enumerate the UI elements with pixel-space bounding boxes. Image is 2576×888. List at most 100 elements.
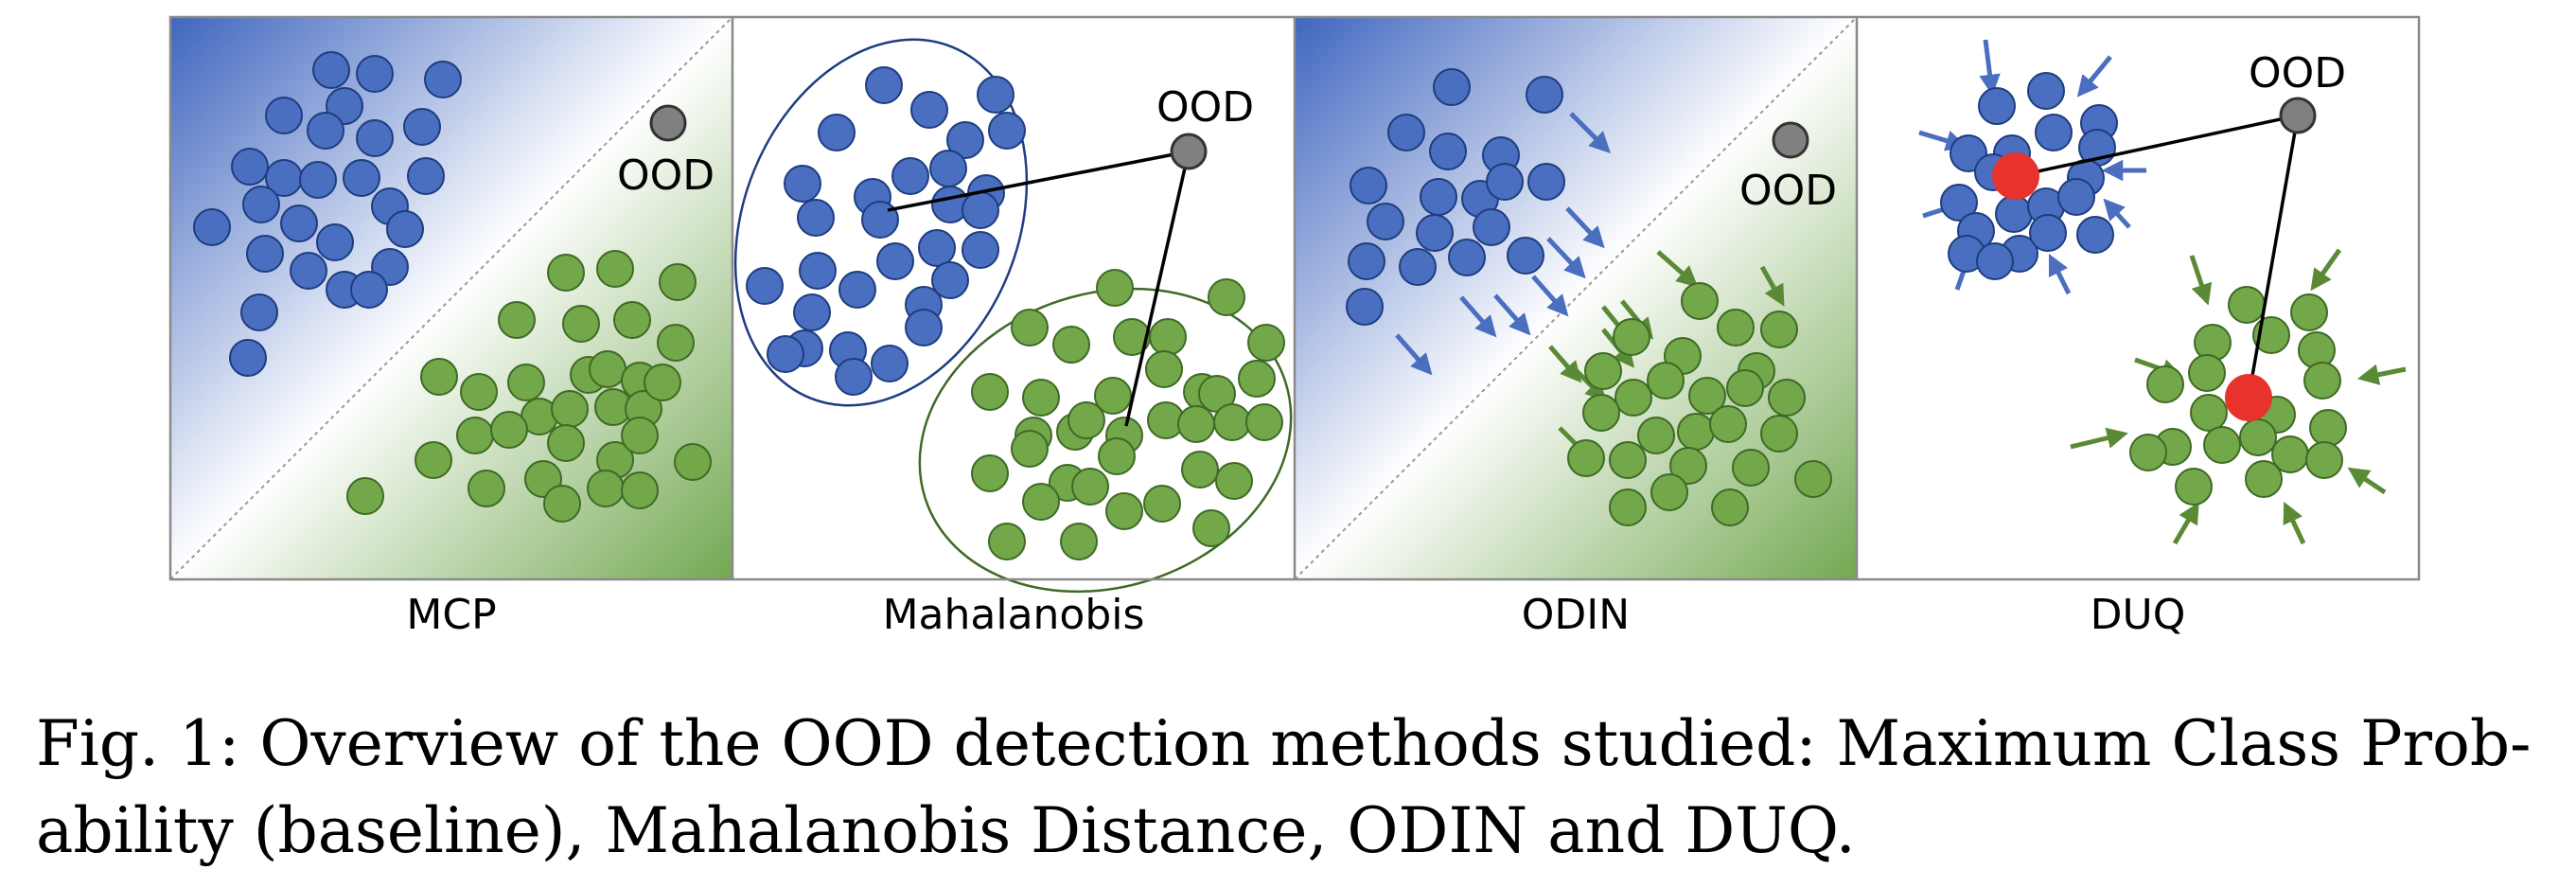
- duq-blue-cluster: [1940, 72, 2118, 280]
- panel-duq: OOD: [1857, 17, 2419, 579]
- data-point: [977, 76, 1015, 114]
- data-point: [547, 254, 585, 292]
- data-point: [415, 441, 452, 479]
- data-point: [1350, 167, 1387, 204]
- data-point: [1681, 282, 1719, 320]
- data-point: [2245, 460, 2283, 498]
- data-point: [871, 345, 909, 382]
- data-point: [971, 454, 1009, 492]
- arrow: [1493, 293, 1531, 336]
- data-point: [1647, 362, 1685, 400]
- data-point: [2305, 441, 2343, 479]
- arrow: [1979, 39, 2001, 97]
- arrow: [1918, 130, 1967, 151]
- arrow: [1548, 345, 1582, 383]
- panel-mahalanobis: OOD: [732, 17, 1295, 594]
- data-point: [746, 267, 784, 305]
- data-point: [1060, 523, 1098, 560]
- data-point: [1709, 405, 1747, 443]
- data-point: [793, 293, 831, 331]
- figure-caption: Fig. 1: Overview of the OOD detection me…: [36, 701, 2544, 875]
- data-point: [797, 199, 835, 237]
- data-point: [1348, 242, 1385, 280]
- data-point: [644, 364, 681, 401]
- data-point: [589, 350, 626, 388]
- data-point: [1527, 163, 1565, 201]
- data-point: [1669, 447, 1707, 485]
- data-point: [229, 339, 267, 377]
- data-point: [316, 223, 354, 261]
- data-point: [1794, 460, 1832, 498]
- data-point: [407, 157, 445, 195]
- arrow: [1546, 237, 1586, 279]
- odin-perturbation-arrows: [1395, 112, 1785, 464]
- data-point: [424, 61, 462, 98]
- data-point: [343, 159, 380, 197]
- data-point: [231, 148, 269, 186]
- data-point: [507, 364, 545, 401]
- data-point: [2228, 286, 2266, 324]
- data-point: [1976, 242, 2014, 280]
- data-point: [1609, 488, 1647, 526]
- data-point: [988, 112, 1026, 150]
- data-point: [290, 252, 327, 290]
- data-point: [1717, 309, 1755, 346]
- data-point: [420, 358, 458, 396]
- data-point: [543, 485, 581, 523]
- data-point: [2076, 216, 2114, 254]
- mcp-green-cluster: [346, 250, 712, 523]
- data-point: [547, 424, 585, 462]
- data-point: [1067, 401, 1105, 439]
- odin-blue-cluster: [1346, 68, 1565, 326]
- data-point: [1760, 311, 1798, 348]
- data-point: [1416, 214, 1454, 252]
- data-point: [865, 66, 903, 104]
- data-point: [1071, 468, 1109, 506]
- data-point: [861, 201, 899, 239]
- data-point: [799, 252, 837, 290]
- arrow: [2076, 55, 2112, 98]
- data-point: [265, 97, 303, 134]
- data-point: [1247, 324, 1285, 362]
- data-point: [2203, 426, 2241, 464]
- data-point: [246, 235, 284, 273]
- distance-line-blue: [887, 150, 1190, 212]
- data-point: [1688, 377, 1726, 415]
- data-point: [1486, 163, 1524, 201]
- data-point: [356, 55, 394, 93]
- arrow: [2172, 502, 2199, 545]
- data-point: [587, 470, 625, 507]
- data-point: [1208, 278, 1245, 316]
- data-point: [498, 301, 536, 339]
- data-point: [468, 470, 505, 507]
- arrow: [2189, 255, 2213, 306]
- mcp-ood-label: OOD: [617, 151, 715, 200]
- data-point: [876, 242, 914, 280]
- arrow: [1569, 112, 1611, 153]
- data-point: [659, 263, 697, 301]
- data-point: [2303, 362, 2341, 400]
- data-point: [1399, 248, 1437, 286]
- data-point: [818, 114, 856, 151]
- data-point: [193, 208, 231, 246]
- arrow: [1656, 250, 1699, 288]
- data-point: [2290, 293, 2328, 331]
- mcp-ood-point: [649, 104, 687, 142]
- data-point: [1177, 405, 1215, 443]
- data-point: [1011, 309, 1049, 346]
- data-point: [1145, 350, 1183, 388]
- data-point: [929, 150, 967, 187]
- distance-line-green: [1124, 151, 1191, 427]
- data-point: [621, 417, 659, 454]
- arrow: [2356, 364, 2407, 385]
- data-point: [551, 390, 589, 428]
- data-point: [1650, 473, 1688, 511]
- odin-green-cluster: [1567, 282, 1832, 526]
- data-point: [1094, 377, 1132, 415]
- data-point: [1978, 87, 2016, 125]
- data-point: [1346, 288, 1384, 326]
- data-point: [674, 443, 712, 481]
- data-point: [962, 231, 999, 269]
- duq-gradient-arrows: [1918, 39, 2407, 545]
- arrow: [2103, 198, 2131, 229]
